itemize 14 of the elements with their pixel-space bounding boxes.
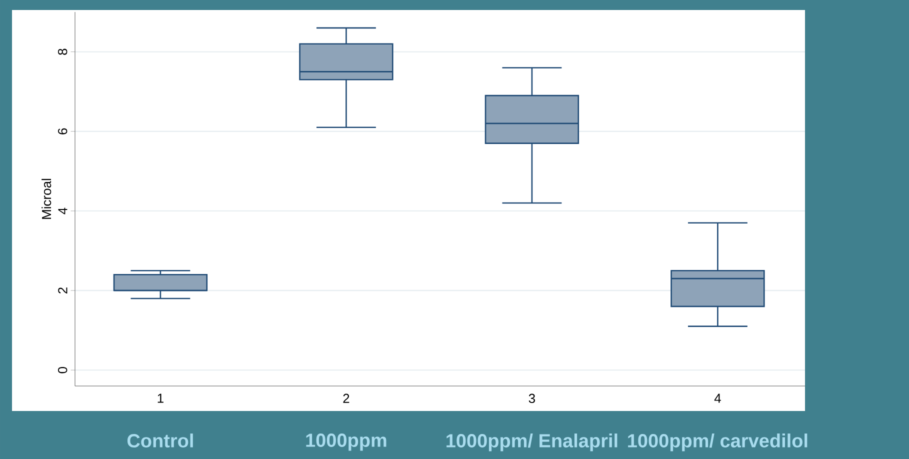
y-tick-label: 2 (58, 288, 68, 294)
x-tick-label: 3 (528, 394, 536, 404)
y-tick-label: 6 (58, 128, 68, 134)
text: 1000ppm/ carvedilol (628, 434, 808, 452)
y-tick-label: 4 (58, 208, 68, 214)
x-tick-label: 1 (158, 394, 164, 403)
x-tick-label: 2 (343, 394, 350, 403)
y-axis-title: Microal (42, 178, 52, 219)
text: 1000ppm/ Enalapril (446, 434, 618, 452)
text: Control (127, 434, 193, 448)
y-tick-label: 0 (58, 366, 68, 374)
x-tick-label: 4 (714, 394, 721, 403)
text: 1000ppm (306, 434, 386, 451)
y-tick-label: 8 (58, 48, 68, 55)
